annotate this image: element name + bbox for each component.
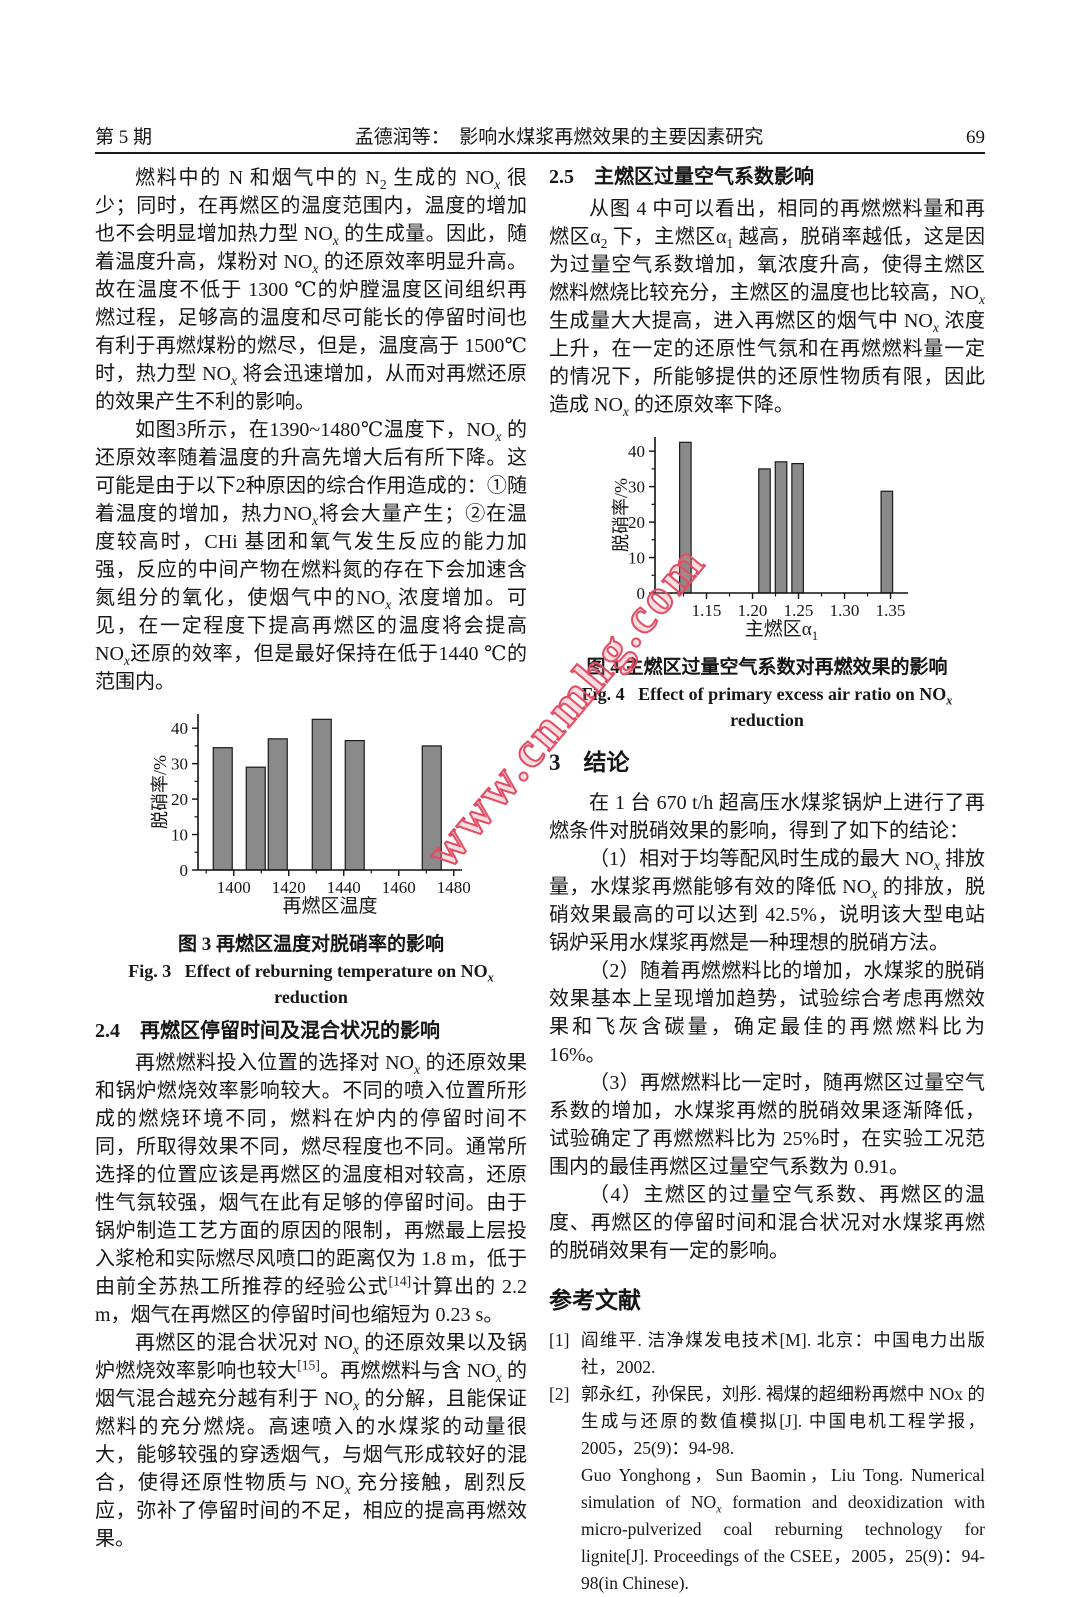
paragraph: 从图 4 中可以看出，相同的再燃燃料量和再燃区α2 下，主燃区α1 越高，脱硝率…: [549, 198, 986, 419]
reference-number: [1]: [549, 1330, 570, 1350]
svg-text:1.35: 1.35: [876, 601, 906, 620]
figure-3-caption-zh: 图 3 再燃区温度对脱硝率的影响: [177, 934, 444, 955]
svg-text:10: 10: [628, 549, 645, 568]
figure-3-bar-plot: 1400 1420 1440 1460 1480 0 10 20 30 40: [171, 714, 471, 897]
svg-text:10: 10: [171, 826, 188, 845]
conclusion-item-2: （2）随着再燃燃料比的增加，水煤浆的脱硝效果基本上呈现增加趋势，试验综合考虑再燃…: [549, 960, 985, 1066]
figure-4-chart: 1.15 1.20 1.25 1.30 1.35 0 10 20 30 40 脱硝率/% 主燃区α…: [549, 427, 985, 651]
reference-text: Guo Yonghong，Sun Baomin，Liu Tong. Numeri…: [581, 1465, 985, 1593]
conclusion-item-1: （1）相对于均等配风时生成的最大 NOx 排放量，水煤浆再燃能够有效的降低 NO…: [549, 848, 986, 954]
svg-text:1440: 1440: [327, 878, 361, 897]
reference-item: [1] 阎维平. 洁净煤发电技术[M]. 北京：中国电力出版社，2002.: [549, 1327, 985, 1381]
figure-3-x-axis-label: 再燃区温度: [282, 896, 378, 917]
left-column: 燃料中的 N 和烟气中的 N2 生成的 NOx 很少；同时，在再燃区的温度范围内…: [95, 164, 527, 1553]
right-column: 2.5 主燃区过量空气系数影响 从图 4 中可以看出，相同的再燃燃料量和再燃区α…: [549, 164, 985, 1597]
svg-text:1.30: 1.30: [830, 601, 860, 620]
svg-text:1.20: 1.20: [738, 601, 768, 620]
svg-text:1.15: 1.15: [692, 601, 722, 620]
page-header: 第 5 期 孟德润等： 影响水煤浆再燃效果的主要因素研究 69: [95, 122, 985, 149]
svg-text:40: 40: [171, 719, 188, 738]
running-title: 孟德润等： 影响水煤浆再燃效果的主要因素研究: [354, 127, 764, 148]
paragraph: 燃料中的 N 和烟气中的 N2 生成的 NOx 很少；同时，在再燃区的温度范围内…: [95, 167, 528, 413]
figure-3-chart: 1400 1420 1440 1460 1480 0 10 20 30 40 脱硝率/% 再燃区温…: [95, 704, 527, 928]
svg-text:30: 30: [628, 478, 645, 497]
svg-text:20: 20: [171, 790, 188, 809]
reference-text: 郭永红，孙保民，刘彤. 褐煤的超细粉再燃中 NOx 的生成与还原的数值模拟[J]…: [581, 1384, 985, 1458]
svg-text:0: 0: [637, 584, 646, 603]
svg-text:0: 0: [180, 861, 189, 880]
references-heading: 参考文献: [549, 1288, 641, 1313]
svg-text:30: 30: [171, 755, 188, 774]
figure-4-x-axis-label: 主燃区α1: [744, 619, 819, 643]
svg-text:1400: 1400: [217, 878, 251, 897]
figure-3-y-axis-label: 脱硝率/%: [150, 755, 170, 829]
reference-item: [2] 郭永红，孙保民，刘彤. 褐煤的超细粉再燃中 NOx 的生成与还原的数值模…: [549, 1381, 985, 1462]
conclusion-item-3: （3）再燃燃料比一定时，随再燃区过量空气系数的增加，水煤浆再燃的脱硝效果逐渐降低…: [549, 1072, 985, 1178]
reference-text: 阎维平. 洁净煤发电技术[M]. 北京：中国电力出版社，2002.: [581, 1330, 985, 1377]
conclusion-item-4: （4）主燃区的过量空气系数、再燃区的温度、再燃区的停留时间和混合状况对水煤浆再燃…: [549, 1184, 985, 1262]
figure-4-y-axis-label: 脱硝率/%: [611, 478, 631, 552]
figure-4-caption-en: Fig. 4 Effect of primary excess air rati…: [581, 684, 953, 730]
reference-number: [2]: [549, 1384, 570, 1404]
svg-text:1.25: 1.25: [784, 601, 814, 620]
svg-text:40: 40: [628, 442, 645, 461]
svg-text:1480: 1480: [437, 878, 471, 897]
figure-4-bar-plot: 1.15 1.20 1.25 1.30 1.35 0 10 20 30 40: [628, 437, 908, 620]
svg-text:1460: 1460: [382, 878, 416, 897]
paragraph: 再燃区的混合状况对 NOx 的还原效果以及锅炉燃烧效率影响也较大[15]。再燃燃…: [95, 1332, 528, 1550]
section-3-heading: 3 结论: [549, 750, 630, 775]
header-rule: [95, 152, 985, 154]
figure-3-caption-en: Fig. 3 Effect of reburning temperature o…: [128, 961, 494, 1007]
paragraph: 在 1 台 670 t/h 超高压水煤浆锅炉上进行了再燃条件对脱硝效果的影响，得…: [549, 792, 985, 842]
figure-4-caption-zh: 图 4 主燃区过量空气系数对再燃效果的影响: [586, 657, 948, 678]
journal-issue: 第 5 期: [95, 127, 153, 148]
reference-number: [549, 1462, 581, 1597]
paragraph: 再燃燃料投入位置的选择对 NOx 的还原效果和锅炉燃烧效率影响较大。不同的喷入位…: [95, 1052, 528, 1326]
reference-item: Guo Yonghong，Sun Baomin，Liu Tong. Numeri…: [549, 1462, 985, 1597]
section-2-5-heading: 2.5 主燃区过量空气系数影响: [549, 166, 814, 188]
paragraph: 如图3所示，在1390~1480℃温度下，NOx 的还原效率随着温度的升高先增大…: [95, 419, 528, 693]
svg-text:1420: 1420: [272, 878, 306, 897]
svg-text:20: 20: [628, 513, 645, 532]
page-number: 69: [966, 127, 985, 148]
section-2-4-heading: 2.4 再燃区停留时间及混合状况的影响: [95, 1020, 440, 1042]
